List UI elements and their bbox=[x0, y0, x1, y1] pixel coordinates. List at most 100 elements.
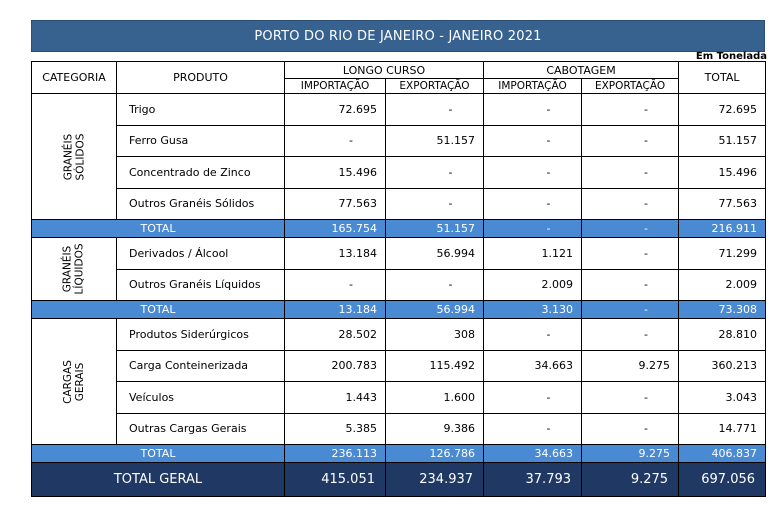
value-cell-lc-exp: 51.157 bbox=[384, 124, 485, 157]
value-cell-lc-exp: - bbox=[384, 268, 485, 301]
table-row: Concentrado de Zinco 15.496- - -15.496 bbox=[32, 156, 767, 189]
unit-note: Em Tonelada bbox=[695, 51, 767, 62]
table-row: Veículos 1.443 1.600- -3.043 bbox=[32, 381, 767, 414]
value-cell-total: 51.157 bbox=[678, 124, 767, 157]
subtotal-cab-exp: 9.275 bbox=[581, 444, 680, 463]
value-cell-total: 28.810 bbox=[678, 318, 767, 351]
value-cell-lc-imp: 15.496 bbox=[284, 156, 386, 189]
value-cell-lc-imp: - bbox=[284, 268, 386, 301]
header-cab-importacao: IMPORTAÇÃO bbox=[483, 78, 583, 94]
value-cell-lc-imp: 28.502 bbox=[284, 318, 386, 351]
category-line-2: GERAIS bbox=[73, 362, 86, 401]
value-cell-lc-exp: 115.492 bbox=[384, 349, 485, 382]
product-name: Concentrado de Zinco bbox=[116, 156, 285, 189]
subtotal-row: TOTAL 13.184 56.994 3.130-73.308 bbox=[31, 300, 767, 319]
table-row: Carga Conteinerizada 200.783 115.492 34.663… bbox=[32, 349, 767, 382]
value-cell-lc-exp: - bbox=[384, 156, 485, 189]
subtotal-total: 406.837 bbox=[678, 444, 767, 463]
header-produto: PRODUTO bbox=[116, 61, 285, 94]
value-cell-cab-imp: - bbox=[483, 412, 583, 445]
value-cell-cab-imp: 2.009 bbox=[483, 268, 583, 301]
value-cell-total: 71.299 bbox=[678, 237, 767, 270]
category-label: CARGAS GERAIS bbox=[62, 360, 86, 404]
value-cell-total: 77.563 bbox=[678, 187, 767, 220]
table-row: GRANÉIS SÓLIDOS Trigo 72.695- - -72.695 bbox=[31, 93, 767, 220]
value-cell-lc-imp: - bbox=[284, 124, 386, 157]
value-cell-total: 360.213 bbox=[678, 349, 767, 382]
grand-total-label: TOTAL GERAL bbox=[31, 462, 285, 497]
table-row: GRANÉIS LÍQUIDOS Derivados / Álcool 13.184 5… bbox=[31, 237, 767, 301]
value-cell-total: 14.771 bbox=[678, 412, 767, 445]
value-cell-cab-exp: - bbox=[581, 187, 680, 220]
subtotal-cab-exp: - bbox=[581, 300, 680, 319]
subtotal-lc-exp: 51.157 bbox=[384, 219, 485, 238]
grand-total-lc-exp: 234.937 bbox=[384, 462, 485, 497]
value-cell-lc-imp: 72.695 bbox=[284, 93, 386, 126]
header-cab-exportacao: EXPORTAÇÃO bbox=[581, 78, 680, 94]
category-line-2: LÍQUIDOS bbox=[73, 243, 86, 295]
subtotal-lc-imp: 13.184 bbox=[284, 300, 386, 319]
category-cell: CARGAS GERAIS bbox=[31, 318, 117, 445]
category-label: GRANÉIS LÍQUIDOS bbox=[62, 243, 86, 294]
header-categoria: CATEGORIA bbox=[31, 61, 117, 94]
value-cell-cab-exp: 9.275 bbox=[581, 349, 680, 382]
value-cell-cab-imp: - bbox=[483, 318, 583, 351]
value-cell-lc-imp: 77.563 bbox=[284, 187, 386, 220]
value-cell-cab-exp: - bbox=[581, 412, 680, 445]
subtotal-lc-exp: 126.786 bbox=[384, 444, 485, 463]
product-name: Derivados / Álcool bbox=[116, 237, 285, 270]
header-total: TOTAL bbox=[678, 61, 767, 94]
product-name: Outras Cargas Gerais bbox=[116, 412, 285, 445]
grand-total-lc-imp: 415.051 bbox=[284, 462, 386, 497]
subtotal-cab-exp: - bbox=[581, 219, 680, 238]
value-cell-cab-exp: - bbox=[581, 381, 680, 414]
header-cabotagem: CABOTAGEM bbox=[483, 61, 680, 79]
value-cell-lc-exp: 308 bbox=[384, 318, 485, 351]
category-label: GRANÉIS SÓLIDOS bbox=[62, 133, 86, 180]
subtotal-total: 216.911 bbox=[678, 219, 767, 238]
header-lc-importacao: IMPORTAÇÃO bbox=[284, 78, 386, 94]
value-cell-cab-imp: - bbox=[483, 124, 583, 157]
subtotal-cab-imp: - bbox=[483, 219, 583, 238]
table-row: CARGAS GERAIS Produtos Siderúrgicos 28.502 3… bbox=[31, 318, 767, 445]
value-cell-total: 2.009 bbox=[678, 268, 767, 301]
table-row: Outras Cargas Gerais 5.385 9.386- -14.771 bbox=[32, 412, 767, 445]
value-cell-total: 15.496 bbox=[678, 156, 767, 189]
value-cell-total: 3.043 bbox=[678, 381, 767, 414]
value-cell-lc-exp: - bbox=[384, 187, 485, 220]
value-cell-cab-imp: - bbox=[483, 156, 583, 189]
value-cell-lc-imp: 5.385 bbox=[284, 412, 386, 445]
value-cell-cab-exp: - bbox=[581, 156, 680, 189]
subtotal-lc-imp: 165.754 bbox=[284, 219, 386, 238]
value-cell-cab-imp: - bbox=[483, 381, 583, 414]
grand-total-cab-exp: 9.275 bbox=[581, 462, 680, 497]
value-cell-cab-exp: - bbox=[581, 268, 680, 301]
value-cell-lc-exp: 1.600 bbox=[384, 381, 485, 414]
product-name: Outros Granéis Sólidos bbox=[116, 187, 285, 220]
value-cell-lc-exp: - bbox=[384, 93, 485, 126]
report-title: PORTO DO RIO DE JANEIRO - JANEIRO 2021 bbox=[31, 20, 765, 52]
category-line-1: GRANÉIS bbox=[62, 133, 74, 180]
subtotal-lc-exp: 56.994 bbox=[384, 300, 485, 319]
grand-total-cab-imp: 37.793 bbox=[483, 462, 583, 497]
subtotal-cab-imp: 3.130 bbox=[483, 300, 583, 319]
subtotal-label: TOTAL bbox=[31, 300, 285, 319]
category-line-2: SÓLIDOS bbox=[74, 133, 86, 180]
value-cell-total: 72.695 bbox=[678, 93, 767, 126]
subtotal-label: TOTAL bbox=[31, 444, 285, 463]
value-cell-cab-exp: - bbox=[581, 124, 680, 157]
header-lc-exportacao: EXPORTAÇÃO bbox=[384, 78, 485, 94]
subtotal-row: TOTAL 236.113 126.786 34.663 9.275 406.837 bbox=[31, 444, 767, 463]
subtotal-label: TOTAL bbox=[31, 219, 285, 238]
value-cell-cab-imp: - bbox=[483, 93, 583, 126]
product-name: Veículos bbox=[116, 381, 285, 414]
grand-total-row: TOTAL GERAL 415.051 234.937 37.793 9.275 697.… bbox=[31, 462, 767, 497]
category-line-1: CARGAS bbox=[61, 359, 74, 404]
category-cell: GRANÉIS SÓLIDOS bbox=[31, 93, 117, 220]
product-name: Outros Granéis Líquidos bbox=[116, 268, 285, 301]
value-cell-lc-imp: 1.443 bbox=[284, 381, 386, 414]
value-cell-cab-exp: - bbox=[581, 237, 680, 270]
value-cell-cab-imp: - bbox=[483, 187, 583, 220]
product-name: Trigo bbox=[116, 93, 285, 126]
table-row: Outros Granéis Líquidos - -2.009-2.009 bbox=[32, 268, 767, 301]
